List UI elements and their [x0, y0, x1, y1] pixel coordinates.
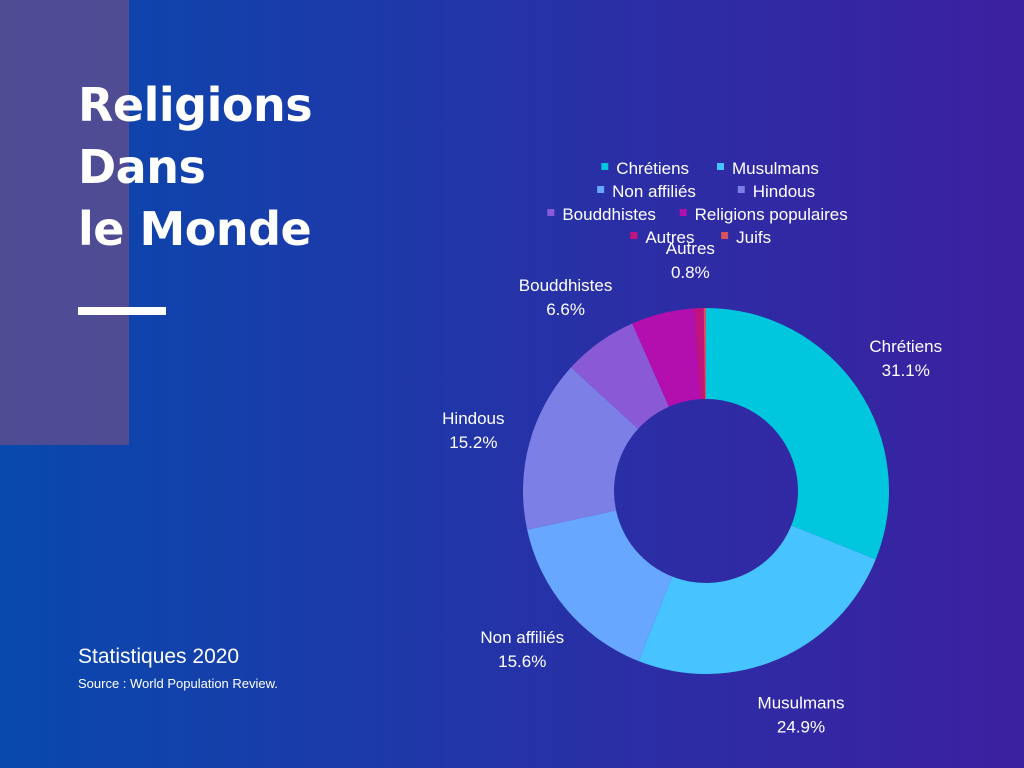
legend-label-chretiens: Chrétiens — [616, 159, 689, 178]
legend-swatch-religions-populaires — [679, 209, 687, 216]
legend-swatch-hindous — [737, 186, 745, 193]
slice-musulmans — [638, 525, 876, 674]
value-label-hindous: 15.2% — [449, 433, 497, 452]
legend-swatch-non-affilies — [597, 186, 605, 193]
slice-religions-populaires — [632, 308, 701, 407]
legend-label-autres: Autres — [645, 228, 694, 247]
slice-juifs — [703, 308, 706, 400]
value-label-musulmans: 24.9% — [777, 717, 825, 736]
title-line-3: le Monde — [78, 202, 312, 256]
slice-autres — [694, 308, 705, 400]
legend-label-religions-populaires: Religions populaires — [695, 205, 848, 224]
label-hindous: Hindous — [442, 409, 504, 428]
page-title: Religions Dans le Monde — [78, 74, 313, 260]
slice-bouddhistes — [571, 323, 669, 429]
legend-label-juifs: Juifs — [736, 228, 771, 247]
title-underline — [78, 307, 166, 315]
label-non-affilies: Non affiliés — [480, 628, 564, 647]
value-label-non-affilies: 15.6% — [498, 652, 546, 671]
legend-label-non-affilies: Non affiliés — [612, 182, 696, 201]
legend-swatch-chretiens — [601, 163, 609, 170]
legend-swatch-autres — [630, 232, 638, 239]
accent-panel — [0, 0, 129, 445]
title-line-2: Dans — [78, 140, 206, 194]
slice-hindous — [523, 367, 639, 530]
legend-label-musulmans: Musulmans — [732, 159, 819, 178]
value-label-chretiens: 31.1% — [882, 361, 930, 380]
chart-labels: Chrétiens 31.1% Musulmans 24.9% Non affiliés… — [442, 239, 942, 736]
slice-non-affilies — [527, 510, 673, 662]
legend-swatch-musulmans — [717, 163, 724, 170]
label-bouddhistes: Bouddhistes — [519, 276, 613, 295]
slice-chretiens — [706, 308, 889, 560]
label-musulmans: Musulmans — [758, 693, 845, 712]
value-label-bouddhistes: 6.6% — [546, 300, 585, 319]
title-line-1: Religions — [78, 78, 313, 132]
source-note: Source : World Population Review. — [78, 676, 278, 691]
subtitle: Statistiques 2020 — [78, 645, 240, 668]
chart-slices — [523, 308, 889, 674]
legend-label-hindous: Hindous — [753, 182, 815, 201]
label-autres: Autres — [666, 239, 715, 258]
label-chretiens: Chrétiens — [869, 337, 942, 356]
legend-swatch-bouddhistes — [547, 209, 555, 216]
chart-legend: Chrétiens Musulmans Non affiliés Hindous Bou… — [547, 159, 848, 247]
legend-swatch-juifs — [721, 232, 729, 239]
value-label-autres: 0.8% — [671, 263, 710, 282]
legend-label-bouddhistes: Bouddhistes — [562, 205, 656, 224]
